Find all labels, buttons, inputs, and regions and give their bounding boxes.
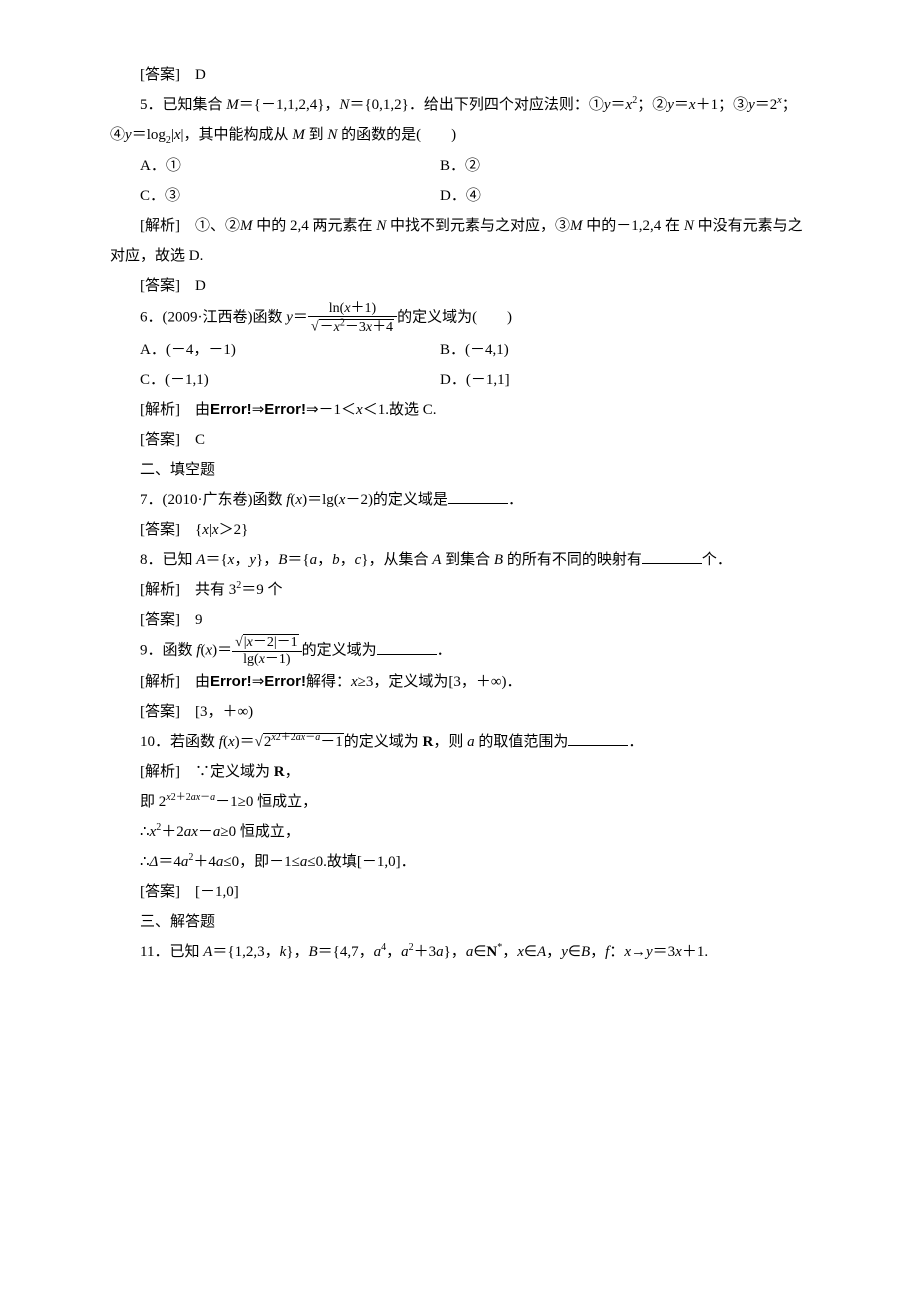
q5-opt-d: D．④ [410,181,810,211]
q6-options-row1: A．(－4，－1) B．(－4,1) [110,335,810,365]
q5-answer: [答案] D [110,271,810,301]
q10-analysis-2: 即 2x2＋2ax－a－1≥0 恒成立， [110,787,810,817]
q6-answer: [答案] C [110,425,810,455]
q6-opt-b: B．(－4,1) [410,335,810,365]
q5-analysis: [解析] ①、②M 中的 2,4 两元素在 N 中找不到元素与之对应，③M 中的… [110,211,810,271]
q5-opt-a: A．① [110,151,410,181]
q9-answer: [答案] [3，＋∞) [110,697,810,727]
q10-analysis-1: [解析] ∵定义域为 R， [110,757,810,787]
q7-answer: [答案] {x|x＞2} [110,515,810,545]
q6-opt-a: A．(－4，－1) [110,335,410,365]
q6-analysis: [解析] 由Error!⇒Error!⇒－1＜x＜1.故选 C. [110,395,810,425]
q11-stem: 11．已知 A＝{1,2,3，k}，B＝{4,7，a4，a2＋3a}，a∈N*，… [110,937,810,967]
q5-options-row1: A．① B．② [110,151,810,181]
q5-opt-c: C．③ [110,181,410,211]
section-2-heading: 二、填空题 [110,455,810,485]
q8-stem: 8．已知 A＝{x，y}，B＝{a，b，c}，从集合 A 到集合 B 的所有不同… [110,545,810,575]
q5-stem: 5．已知集合 M＝{－1,1,2,4}，N＝{0,1,2}．给出下列四个对应法则… [110,90,810,151]
q5-opt-b: B．② [410,151,810,181]
q9-analysis: [解析] 由Error!⇒Error!解得：x≥3，定义域为[3，＋∞)． [110,667,810,697]
q6-options-row2: C．(－1,1) D．(－1,1] [110,365,810,395]
q8-analysis: [解析] 共有 32＝9 个 [110,575,810,605]
q8-answer: [答案] 9 [110,605,810,635]
q6-opt-d: D．(－1,1] [410,365,810,395]
q6-stem: 6．(2009·江西卷)函数 y＝ln(x＋1)√－x2－3x＋4的定义域为( … [110,301,810,335]
q10-answer: [答案] [－1,0] [110,877,810,907]
q4-answer: [答案] D [110,60,810,90]
q10-analysis-4: ∴Δ＝4a2＋4a≤0，即－1≤a≤0.故填[－1,0]． [110,847,810,877]
q10-stem: 10．若函数 f(x)＝√2x2＋2ax－a－1的定义域为 R，则 a 的取值范… [110,727,810,757]
q5-options-row2: C．③ D．④ [110,181,810,211]
q9-stem: 9．函数 f(x)＝√|x－2|－1lg(x－1)的定义域为． [110,635,810,667]
q10-analysis-3: ∴x2＋2ax－a≥0 恒成立， [110,817,810,847]
section-3-heading: 三、解答题 [110,907,810,937]
q7-stem: 7．(2010·广东卷)函数 f(x)＝lg(x－2)的定义域是． [110,485,810,515]
q6-opt-c: C．(－1,1) [110,365,410,395]
